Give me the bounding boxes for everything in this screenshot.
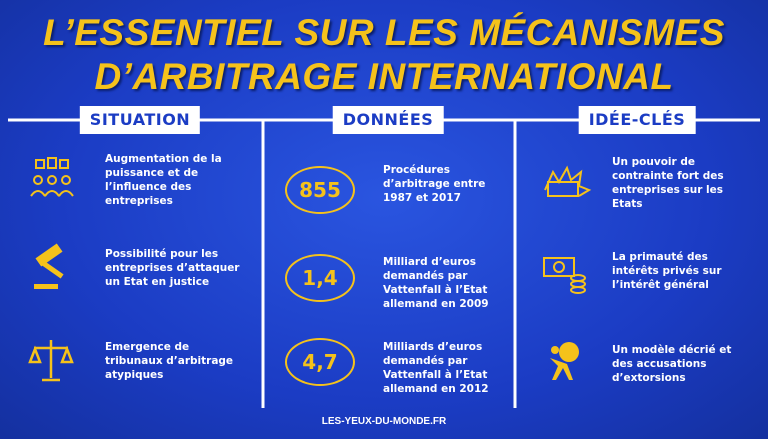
text-line: d’extorsions	[612, 372, 686, 384]
text-line: Etats	[612, 198, 643, 210]
figure: 855	[285, 166, 355, 214]
item-text: Un pouvoir de contrainte fort des entrepri…	[612, 155, 724, 211]
text-line: allemand en 2012	[383, 383, 489, 395]
icon-scales	[28, 340, 74, 382]
icon-thief	[550, 342, 579, 380]
text-line: Un pouvoir de	[612, 156, 695, 168]
text-line: entreprises sur les	[612, 184, 724, 196]
icon-money	[543, 257, 586, 294]
item-text: Augmentation de la puissance et de l’influ…	[105, 152, 222, 208]
icon-explosion	[544, 165, 592, 197]
text-line: contrainte fort des	[612, 170, 724, 182]
text-line: atypiques	[105, 369, 164, 381]
icon-gavel	[34, 243, 64, 289]
title-line: D’ARBITRAGE INTERNATIONAL	[94, 56, 674, 97]
item-text: Un modèle décrié et des accusations d’exto…	[612, 343, 731, 385]
text-line: Milliards d’euros	[383, 341, 483, 353]
text-line: Procédures	[383, 164, 450, 176]
text-line: 1987 et 2017	[383, 192, 461, 204]
item-text: Milliard d’euros demandés par Vattenfall à…	[383, 255, 489, 311]
text-line: tribunaux d’arbitrage	[105, 355, 234, 367]
text-line: des accusations	[612, 358, 707, 370]
icon-people	[30, 157, 74, 197]
item-text: Procédures d’arbitrage entre 1987 et 2017	[383, 163, 485, 205]
figure: 4,7	[285, 338, 355, 386]
text-line: allemand en 2009	[383, 298, 489, 310]
item-text: Milliards d’euros demandés par Vattenfall …	[383, 340, 489, 396]
title-line: L’ESSENTIEL SUR LES MÉCANISMES	[43, 12, 725, 53]
text-line: l’influence des	[105, 181, 192, 193]
footer: LES-YEUX-DU-MONDE.FR	[321, 416, 447, 427]
text-line: entreprises d’attaquer	[105, 262, 240, 274]
text-line: d’arbitrage entre	[383, 178, 486, 190]
text-line: puissance et de	[105, 167, 199, 179]
text-line: demandés par	[383, 270, 468, 282]
column-heading: DONNÉES	[332, 106, 444, 134]
text-line: Augmentation de la	[105, 153, 222, 165]
column-heading: IDÉE-CLÉS	[578, 106, 696, 134]
text-line: Milliard d’euros	[383, 256, 477, 268]
text-line: Vattenfall à l’Etat	[383, 369, 488, 381]
text-line: Vattenfall à l’Etat	[383, 284, 488, 296]
item-text: Emergence de tribunaux d’arbitrage atypiqu…	[105, 340, 233, 382]
column-heading: SITUATION	[79, 106, 201, 134]
text-line: Emergence de	[105, 341, 190, 353]
text-line: demandés par	[383, 355, 468, 367]
text-line: La primauté des	[612, 251, 708, 263]
figure: 1,4	[285, 254, 355, 302]
text-line: Un modèle décrié et	[612, 344, 732, 356]
text-line: entreprises	[105, 195, 173, 207]
text-line: l’intérêt général	[612, 279, 709, 291]
text-line: Possibilité pour les	[105, 248, 219, 260]
text-line: intérêts privés sur	[612, 265, 722, 277]
item-text: Possibilité pour les entreprises d’attaqu…	[105, 247, 240, 289]
text-line: un Etat en justice	[105, 276, 210, 288]
item-text: La primauté des intérêts privés sur l’inté…	[612, 250, 722, 292]
